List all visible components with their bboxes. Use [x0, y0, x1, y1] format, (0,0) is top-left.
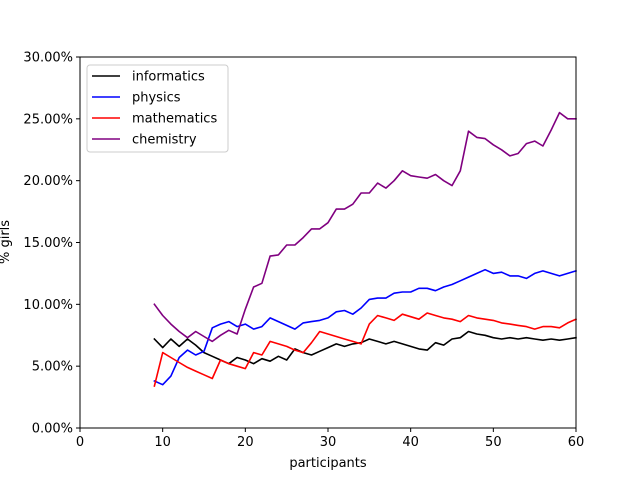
legend-label-mathematics: mathematics — [132, 112, 217, 127]
y-tick-label: 15.00% — [23, 236, 73, 251]
legend-items: informatics physics mathematics chemistry — [92, 70, 217, 148]
legend-label-physics: physics — [132, 91, 181, 106]
x-tick-label: 10 — [154, 435, 171, 450]
y-tick-label: 5.00% — [32, 360, 73, 375]
series-layer — [153, 111, 578, 387]
x-axis: 0 10 20 30 40 50 60 — [76, 428, 584, 450]
x-tick-label: 50 — [485, 435, 502, 450]
y-axis: 0.00% 5.00% 10.00% 15.00% 20.00% 25.00% 30.00% — [23, 51, 80, 437]
y-axis-label: % girls — [0, 220, 13, 264]
y-tick-label: 25.00% — [23, 112, 73, 127]
series-line-chemistry — [153, 111, 577, 343]
series-line-physics — [153, 268, 577, 386]
y-tick-label: 30.00% — [23, 51, 73, 66]
series-line-mathematics — [153, 312, 578, 387]
x-tick-label: 30 — [320, 435, 337, 450]
y-tick-label: 10.00% — [23, 298, 73, 313]
x-tick-label: 40 — [402, 435, 419, 450]
legend-label-chemistry: chemistry — [132, 133, 197, 148]
y-tick-label: 20.00% — [23, 174, 73, 189]
legend-box — [86, 64, 229, 153]
legend: informatics physics mathematics chemistry — [86, 64, 229, 153]
y-tick-label: 0.00% — [32, 422, 73, 437]
x-tick-label: 20 — [237, 435, 254, 450]
x-axis-label: participants — [289, 456, 367, 471]
legend-label-informatics: informatics — [132, 70, 205, 85]
x-tick-label: 0 — [76, 435, 84, 450]
x-tick-label: 60 — [568, 435, 585, 450]
